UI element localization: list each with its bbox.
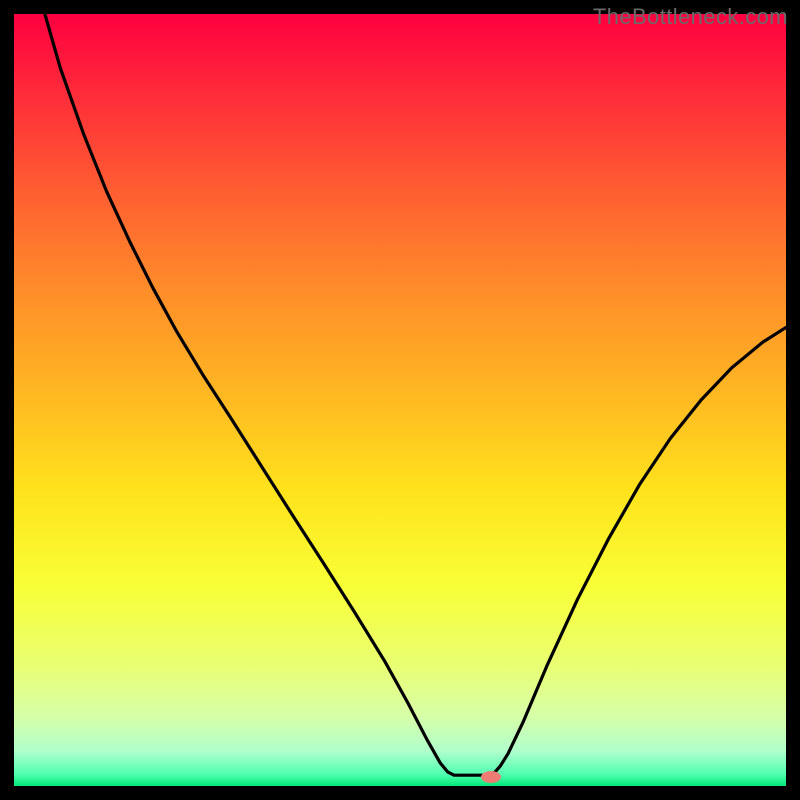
curve-path (45, 14, 786, 775)
chart-frame: TheBottleneck.com (0, 0, 800, 800)
bottleneck-curve (0, 0, 800, 800)
optimal-point-marker (481, 771, 501, 783)
watermark-text: TheBottleneck.com (593, 4, 788, 30)
